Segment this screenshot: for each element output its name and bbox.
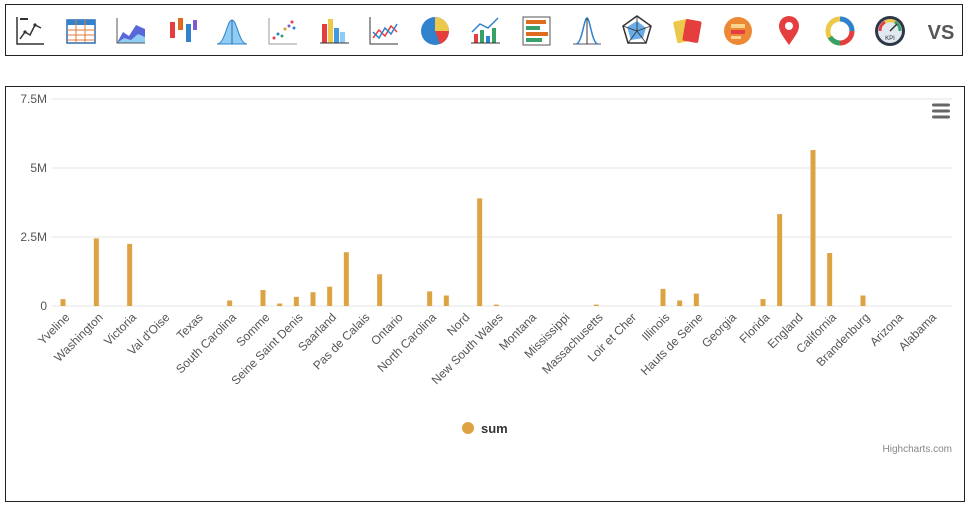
bar[interactable] xyxy=(443,295,449,306)
y-tick-label: 0 xyxy=(40,299,47,313)
bar[interactable] xyxy=(760,299,766,306)
funnel-chart-icon[interactable] xyxy=(568,12,606,50)
bar[interactable] xyxy=(827,253,833,306)
x-tick-label: Alabama xyxy=(896,310,940,354)
bar[interactable] xyxy=(310,292,316,306)
versus-icon[interactable]: VS xyxy=(922,12,960,50)
bar[interactable] xyxy=(227,300,233,306)
svg-text:KPI: KPI xyxy=(885,36,895,42)
y-tick-label: 2.5M xyxy=(20,230,47,244)
x-tick-label: Nord xyxy=(444,310,472,338)
hamburger-menu-icon[interactable] xyxy=(930,101,954,121)
radar-chart-icon[interactable] xyxy=(618,12,656,50)
y-tick-label: 7.5M xyxy=(20,92,47,106)
bar[interactable] xyxy=(860,295,866,306)
bar[interactable] xyxy=(277,303,283,306)
heatmap-icon[interactable] xyxy=(719,12,757,50)
legend[interactable]: sum xyxy=(462,421,508,436)
pie-chart-icon[interactable] xyxy=(416,12,454,50)
gauge-kpi-icon[interactable]: KPI xyxy=(871,12,909,50)
stacked-bar-chart-icon[interactable] xyxy=(517,12,555,50)
x-tick-label: South Carolina xyxy=(173,310,239,376)
bar[interactable] xyxy=(427,291,433,306)
bar[interactable] xyxy=(60,299,66,306)
area-chart-icon[interactable] xyxy=(112,12,150,50)
multi-line-chart-icon[interactable] xyxy=(365,12,403,50)
bar[interactable] xyxy=(660,288,666,306)
legend-marker xyxy=(462,422,474,434)
donut-chart-icon[interactable] xyxy=(821,12,859,50)
bar-chart: 02.5M5M7.5MYvelineWashingtonVictoriaVal … xyxy=(20,92,954,436)
combo-chart-icon[interactable] xyxy=(466,12,504,50)
candlestick-chart-icon[interactable] xyxy=(163,12,201,50)
bar[interactable] xyxy=(593,304,599,306)
bar[interactable] xyxy=(777,214,783,306)
bar[interactable] xyxy=(127,243,133,306)
bar[interactable] xyxy=(693,293,699,306)
bar[interactable] xyxy=(293,296,299,306)
map-pin-icon[interactable] xyxy=(770,12,808,50)
cards-icon[interactable] xyxy=(669,12,707,50)
table-icon[interactable] xyxy=(62,12,100,50)
bar[interactable] xyxy=(493,304,499,306)
bar[interactable] xyxy=(327,286,333,306)
chart-panel: 0 2.5M 5M 7.5M Yveline Washington Victoria Val … xyxy=(5,86,965,502)
scatter-plot-icon[interactable] xyxy=(264,12,302,50)
highcharts-credits[interactable]: Highcharts.com xyxy=(882,444,952,455)
chart-type-toolbar: KPI VS xyxy=(5,4,963,56)
y-tick-label: 5M xyxy=(30,161,47,175)
bar[interactable] xyxy=(677,300,683,306)
bar-chart-icon[interactable] xyxy=(315,12,353,50)
bar[interactable] xyxy=(260,289,266,306)
bar[interactable] xyxy=(377,274,383,306)
svg-text:VS: VS xyxy=(927,22,954,44)
bar[interactable] xyxy=(477,198,483,306)
bar[interactable] xyxy=(93,238,99,306)
x-tick-label: Georgia xyxy=(699,310,739,350)
legend-label: sum xyxy=(481,421,508,436)
bell-curve-icon[interactable] xyxy=(213,12,251,50)
x-tick-label: North Carolina xyxy=(375,310,440,375)
line-chart-icon[interactable] xyxy=(11,12,49,50)
bar[interactable] xyxy=(343,252,349,306)
bar[interactable] xyxy=(810,150,816,306)
